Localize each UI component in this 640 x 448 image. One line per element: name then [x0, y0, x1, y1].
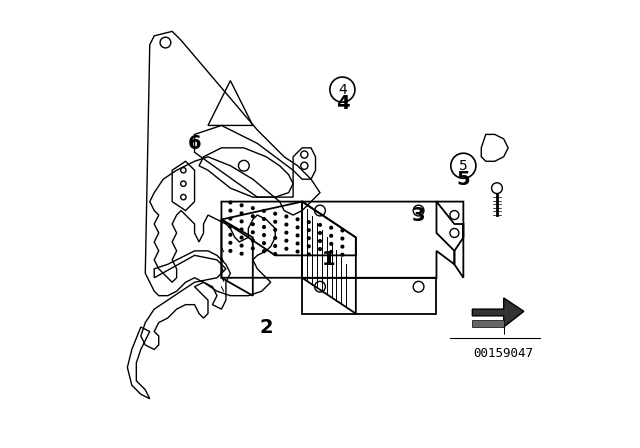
- Text: 6: 6: [188, 134, 202, 153]
- Circle shape: [307, 253, 310, 256]
- Circle shape: [296, 226, 299, 229]
- Circle shape: [252, 231, 254, 234]
- Circle shape: [274, 220, 276, 223]
- Circle shape: [296, 234, 299, 237]
- Circle shape: [285, 215, 288, 218]
- Circle shape: [229, 225, 232, 228]
- Circle shape: [319, 232, 321, 234]
- Circle shape: [240, 252, 243, 255]
- Text: 4: 4: [338, 82, 347, 97]
- Circle shape: [252, 239, 254, 242]
- Circle shape: [274, 253, 276, 255]
- Circle shape: [262, 234, 266, 237]
- Circle shape: [229, 201, 232, 204]
- Circle shape: [229, 250, 232, 252]
- Circle shape: [296, 218, 299, 221]
- Circle shape: [307, 229, 310, 232]
- Circle shape: [307, 221, 310, 224]
- Circle shape: [240, 236, 243, 239]
- Circle shape: [262, 210, 266, 212]
- Text: 1: 1: [322, 250, 336, 269]
- Circle shape: [330, 242, 333, 245]
- Circle shape: [240, 228, 243, 231]
- Polygon shape: [472, 320, 504, 334]
- Circle shape: [240, 212, 243, 215]
- Circle shape: [229, 241, 232, 244]
- Circle shape: [274, 228, 276, 231]
- Circle shape: [330, 250, 333, 253]
- Circle shape: [296, 250, 299, 253]
- Circle shape: [307, 237, 310, 240]
- Text: 5: 5: [459, 159, 468, 173]
- Circle shape: [341, 246, 344, 248]
- Circle shape: [341, 254, 344, 256]
- Circle shape: [262, 250, 266, 253]
- Text: 3: 3: [412, 206, 426, 224]
- Circle shape: [252, 247, 254, 250]
- Circle shape: [341, 237, 344, 240]
- Circle shape: [285, 239, 288, 242]
- Text: 2: 2: [259, 318, 273, 336]
- Circle shape: [285, 231, 288, 234]
- Circle shape: [274, 237, 276, 239]
- Text: 5: 5: [456, 170, 470, 189]
- Text: 00159047: 00159047: [474, 347, 534, 360]
- Text: 4: 4: [335, 94, 349, 112]
- Circle shape: [341, 229, 344, 232]
- Circle shape: [240, 244, 243, 247]
- Circle shape: [229, 217, 232, 220]
- Circle shape: [240, 204, 243, 207]
- Circle shape: [262, 242, 266, 245]
- Circle shape: [319, 248, 321, 250]
- Circle shape: [330, 226, 333, 229]
- Circle shape: [252, 207, 254, 209]
- Circle shape: [229, 233, 232, 236]
- Circle shape: [252, 223, 254, 226]
- Circle shape: [229, 209, 232, 212]
- Circle shape: [307, 245, 310, 248]
- Circle shape: [262, 226, 266, 228]
- Circle shape: [319, 224, 321, 226]
- Circle shape: [319, 240, 321, 242]
- Circle shape: [252, 215, 254, 217]
- Circle shape: [296, 242, 299, 245]
- Circle shape: [285, 223, 288, 226]
- Circle shape: [262, 218, 266, 220]
- Circle shape: [240, 220, 243, 223]
- Circle shape: [274, 245, 276, 247]
- Circle shape: [330, 234, 333, 237]
- Circle shape: [274, 212, 276, 215]
- Polygon shape: [472, 298, 524, 327]
- Circle shape: [285, 247, 288, 250]
